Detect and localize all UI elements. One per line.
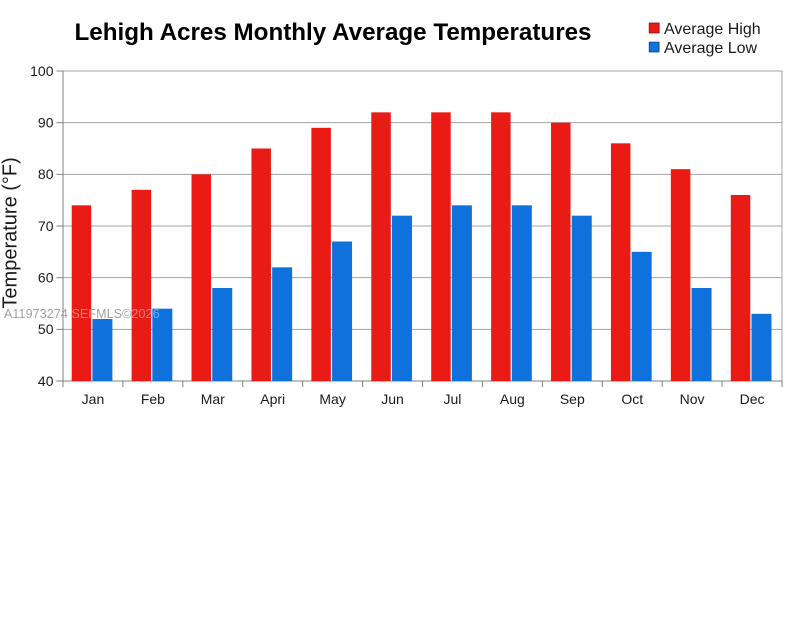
svg-text:Jun: Jun [381, 391, 404, 407]
svg-text:May: May [319, 391, 345, 407]
svg-text:90: 90 [38, 114, 54, 130]
svg-text:100: 100 [30, 63, 54, 79]
svg-text:Nov: Nov [680, 391, 705, 407]
svg-text:A11973274 SEFMLS©2026: A11973274 SEFMLS©2026 [4, 307, 160, 321]
svg-text:50: 50 [38, 321, 54, 337]
svg-text:Oct: Oct [621, 391, 643, 407]
svg-text:Feb: Feb [141, 391, 165, 407]
svg-text:Lehigh Acres Monthly Average T: Lehigh Acres Monthly Average Temperature… [74, 19, 591, 46]
svg-text:Mar: Mar [201, 391, 225, 407]
svg-text:Aug: Aug [500, 391, 525, 407]
svg-text:Temperature (°F): Temperature (°F) [0, 157, 22, 308]
svg-text:Dec: Dec [740, 391, 765, 407]
svg-text:70: 70 [38, 218, 54, 234]
svg-text:Sep: Sep [560, 391, 585, 407]
svg-text:80: 80 [38, 166, 54, 182]
svg-text:Average Low: Average Low [664, 40, 758, 57]
svg-text:Average High: Average High [664, 21, 761, 38]
svg-text:40: 40 [38, 373, 54, 389]
svg-text:Apri: Apri [260, 391, 285, 407]
svg-text:Jul: Jul [444, 391, 462, 407]
svg-text:60: 60 [38, 269, 54, 285]
svg-text:Jan: Jan [82, 391, 105, 407]
